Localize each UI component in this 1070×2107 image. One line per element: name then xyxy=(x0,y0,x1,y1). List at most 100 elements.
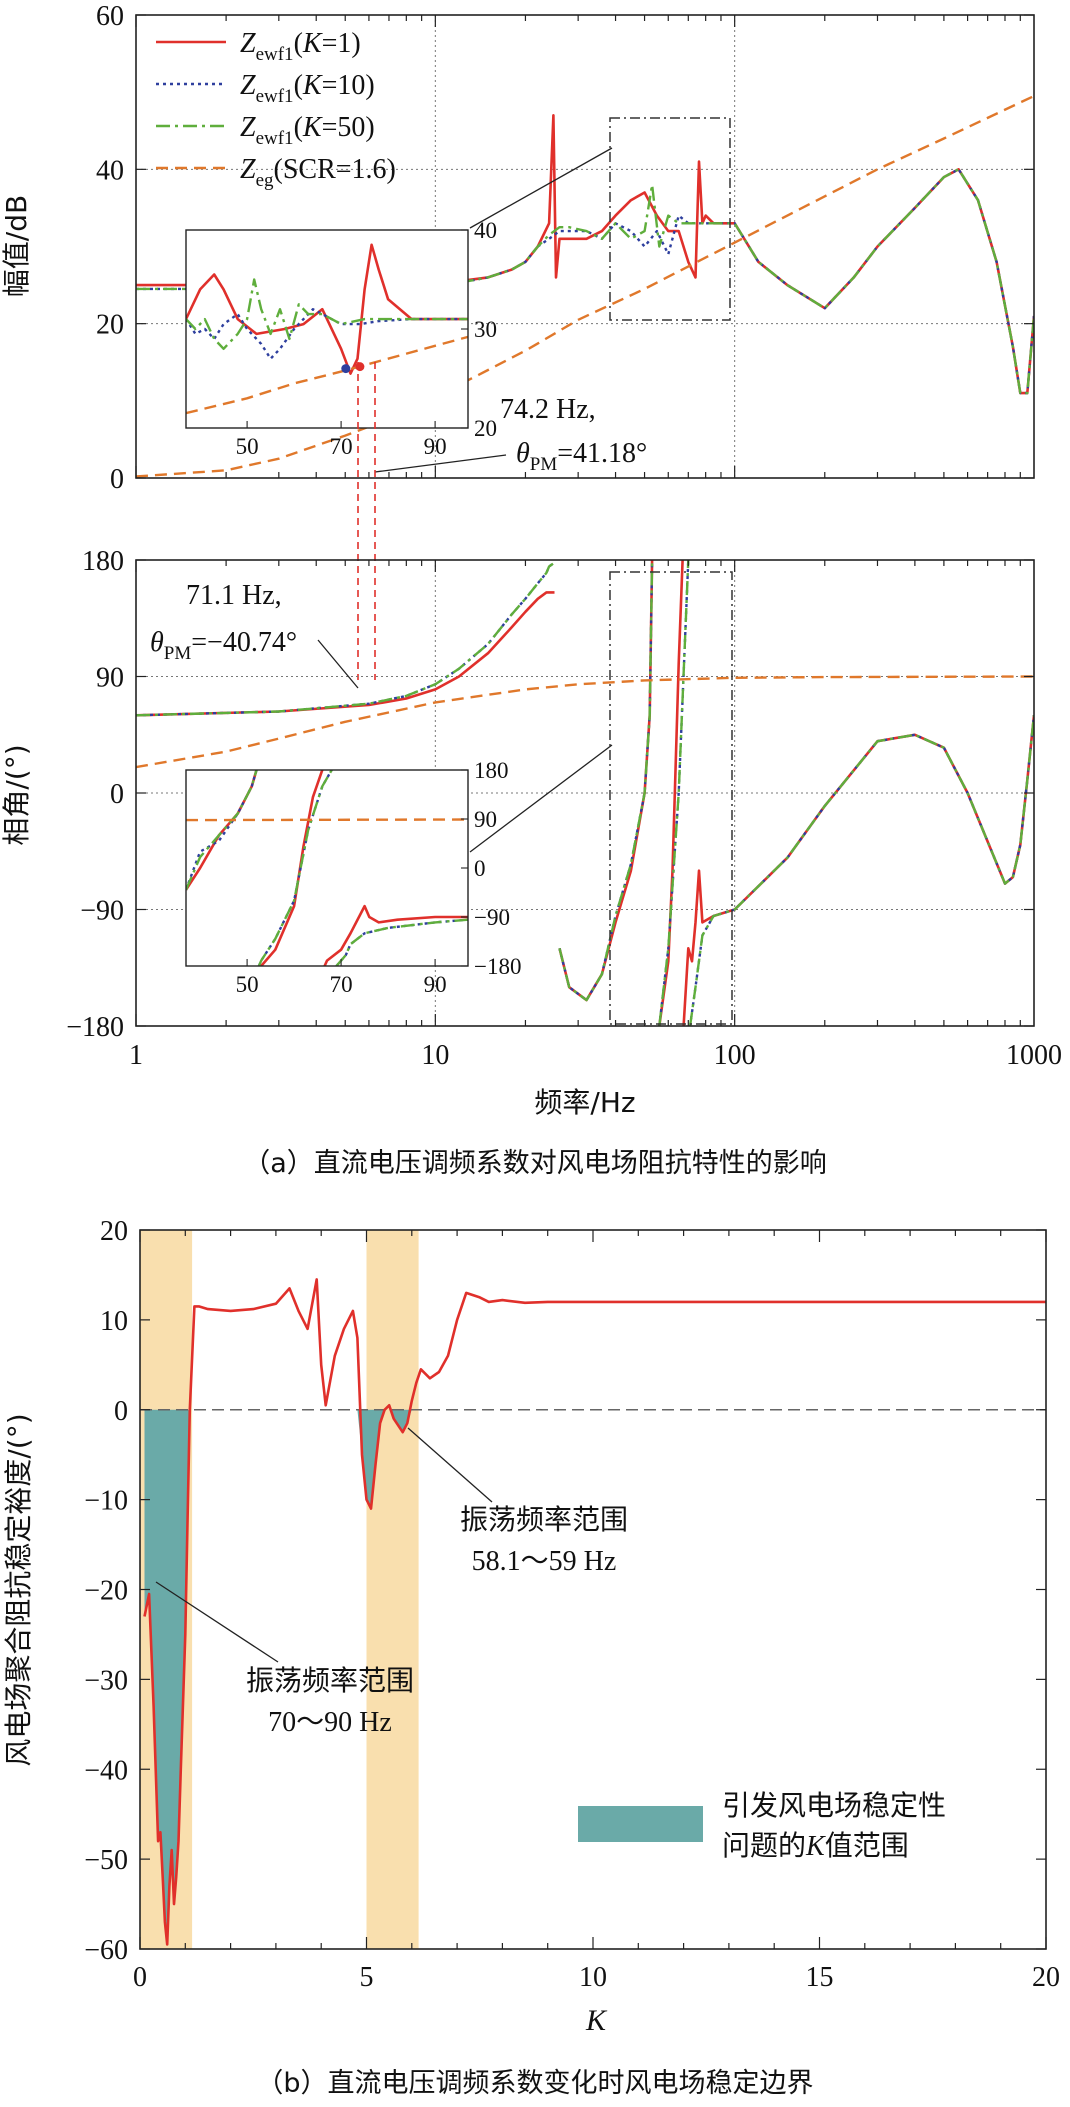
margin-annotation-2-leader xyxy=(407,1427,493,1503)
phase-ytick-label--180: −180 xyxy=(66,1012,124,1043)
margin-y-tick-labels: 20 10 0 −10 −20 −30 −40 −50 −60 xyxy=(84,1216,128,1966)
margin-annotation-2-title: 振荡频率范围 xyxy=(460,1503,628,1536)
magnitude-pm-annotation: 74.2 Hz, θPM=41.18° xyxy=(374,394,647,475)
legend-label-0: Zewf1(K=1) xyxy=(240,28,361,65)
margin-ytick-label--50: −50 xyxy=(84,1845,128,1876)
magnitude-inset-ytick-label-40: 40 xyxy=(474,218,497,243)
magnitude-pm-value: θPM=41.18° xyxy=(516,438,647,475)
magnitude-inset-bg xyxy=(186,230,468,428)
margin-ytick-label--60: −60 xyxy=(84,1935,128,1966)
phase-zoom-leader xyxy=(469,744,613,853)
phase-inset-ytick-label--90: −90 xyxy=(474,905,510,930)
phase-series-3 xyxy=(136,675,1034,769)
phase-pm-theta: θ xyxy=(150,627,164,658)
phase-pm-number: =−40.74° xyxy=(191,627,297,658)
phase-ytick-label-180: 180 xyxy=(82,546,124,577)
phase-pm-sub: PM xyxy=(164,643,192,664)
margin-legend: 引发风电场稳定性 问题的K值范围 xyxy=(578,1789,946,1862)
phase-y-axis-label: 相角/(°) xyxy=(0,744,33,845)
magnitude-inset-xtick-label-50: 50 xyxy=(236,434,259,459)
magnitude-inset: 50 70 90 40 30 20 xyxy=(185,218,497,459)
margin-ytick-label-0: 0 xyxy=(114,1396,128,1427)
magnitude-inset-series-1 xyxy=(186,308,468,360)
phase-inset-ytick-label-90: 90 xyxy=(474,807,497,832)
phase-ytick-label-90: 90 xyxy=(96,663,124,694)
phase-x-axis-label: 频率/Hz xyxy=(534,1086,635,1119)
magnitude-y-tick-labels: 60 40 20 0 xyxy=(96,1,124,495)
phase-inset-series-2 xyxy=(186,770,468,966)
magnitude-inset-ytick-label-20: 20 xyxy=(474,416,497,441)
margin-ytick-label--10: −10 xyxy=(84,1486,128,1517)
margin-legend-swatch xyxy=(578,1806,703,1842)
margin-xtick-label-20: 20 xyxy=(1032,1962,1060,1993)
phase-inset-xtick-label-90: 90 xyxy=(424,972,447,997)
margin-legend-line2: 问题的K值范围 xyxy=(722,1829,909,1862)
legend-label-2: Zewf1(K=50) xyxy=(240,112,375,149)
phase-inset: 50 70 90 180 90 0 −90 −180 xyxy=(185,758,521,997)
margin-legend-k: K xyxy=(805,1831,826,1862)
margin-ytick-label--30: −30 xyxy=(84,1665,128,1696)
phase-pm-annotation: 71.1 Hz, θPM=−40.74° xyxy=(150,580,359,689)
phase-inset-ytick-label-0: 0 xyxy=(474,856,486,881)
caption-b: （b）直流电压调频系数变化时风电场稳定边界 xyxy=(256,2068,813,2099)
magnitude-y-axis-label: 幅值/dB xyxy=(0,195,33,297)
magnitude-inset-series-3 xyxy=(186,335,468,415)
phase-x-tick-labels: 1 10 100 1000 xyxy=(129,1040,1062,1071)
phase-ytick-label--90: −90 xyxy=(80,896,124,927)
phase-zoom-box xyxy=(609,571,733,1025)
magnitude-inset-xtick-label-70: 70 xyxy=(330,434,353,459)
magnitude-inset-series-2 xyxy=(186,278,468,350)
margin-annotation-1: 振荡频率范围 70～90 Hz xyxy=(155,1581,414,1738)
phase-pm-value: θPM=−40.74° xyxy=(150,627,297,664)
margin-y-axis-label: 风电场聚合阻抗稳定裕度/(°) xyxy=(2,1413,35,1766)
magnitude-frame xyxy=(135,14,1035,479)
magnitude-inset-xtick-label-90: 90 xyxy=(424,434,447,459)
margin-ytick-label--40: −40 xyxy=(84,1755,128,1786)
margin-xtick-label-10: 10 xyxy=(579,1962,607,1993)
phase-series-0 xyxy=(136,560,1034,1026)
phase-inset-ytick-label-180: 180 xyxy=(474,758,509,783)
magnitude-inset-ytick-label-30: 30 xyxy=(474,317,497,342)
magnitude-series-3 xyxy=(136,94,1034,478)
margin-annotation-2: 振荡频率范围 58.1～59 Hz xyxy=(407,1427,628,1577)
margin-ytick-label-10: 10 xyxy=(100,1306,128,1337)
margin-series xyxy=(143,1278,1046,1946)
margin-curve xyxy=(143,1278,1046,1946)
margin-annotation-2-range: 58.1～59 Hz xyxy=(472,1546,617,1577)
margin-annotation-1-leader xyxy=(155,1581,279,1663)
phase-series xyxy=(136,560,1034,1026)
magnitude-series-2 xyxy=(136,168,1034,395)
phase-xtick-label-100: 100 xyxy=(714,1040,756,1071)
margin-ytick-label--20: −20 xyxy=(84,1576,128,1607)
margin-annotation-1-title: 振荡频率范围 xyxy=(246,1664,414,1697)
magnitude-pm-leader xyxy=(374,454,507,473)
margin-band-1 xyxy=(366,1230,419,1949)
magnitude-series xyxy=(136,94,1034,478)
phase-inset-xtick-label-50: 50 xyxy=(236,972,259,997)
margin-legend-post: 值范围 xyxy=(825,1829,909,1862)
margin-legend-line1: 引发风电场稳定性 xyxy=(722,1789,946,1822)
magnitude-legend: Zewf1(K=1) Zewf1(K=10) Zewf1(K=50) Zeg(SCR=… xyxy=(156,28,396,191)
legend-label-3: Zeg(SCR=1.6) xyxy=(240,154,396,191)
margin-xtick-label-15: 15 xyxy=(806,1962,834,1993)
magnitude-inset-series-0 xyxy=(186,243,468,375)
magnitude-pm-frequency: 74.2 Hz, xyxy=(500,394,596,425)
magnitude-zoom-box xyxy=(609,117,731,321)
phase-inset-bg xyxy=(186,770,468,966)
magnitude-inset-marker-1 xyxy=(355,362,365,372)
phase-ytick-label-0: 0 xyxy=(110,779,124,810)
phase-inset-xtick-label-70: 70 xyxy=(330,972,353,997)
phase-xtick-label-10: 10 xyxy=(421,1040,449,1071)
magnitude-ticks xyxy=(135,14,1034,479)
phase-inset-series-3 xyxy=(186,818,468,822)
legend-label-1: Zewf1(K=10) xyxy=(240,70,375,107)
magnitude-zoom-leader xyxy=(469,147,613,229)
magnitude-ytick-label-60: 60 xyxy=(96,1,124,32)
phase-plot: 180 90 0 −90 −180 1 10 100 1000 相角/(°) 频率/Hz 50… xyxy=(0,546,1062,1119)
phase-inset-ytick-label--180: −180 xyxy=(474,954,521,979)
phase-ticks xyxy=(135,559,1034,1027)
margin-xtick-label-5: 5 xyxy=(360,1962,374,1993)
margin-ytick-label-20: 20 xyxy=(100,1216,128,1247)
margin-x-tick-labels: 0 5 10 15 20 xyxy=(133,1962,1060,1993)
